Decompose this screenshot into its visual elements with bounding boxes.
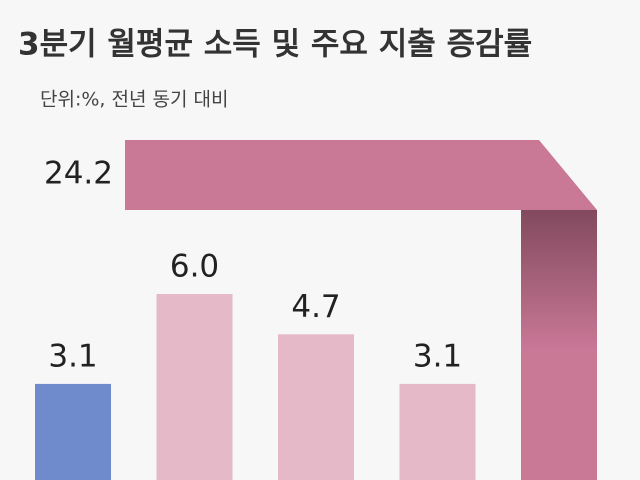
bar: [278, 334, 354, 480]
bar: [125, 140, 597, 480]
value-label: 3.1: [413, 338, 462, 374]
bar-shade: [521, 210, 597, 350]
chart-subtitle: 단위:%, 전년 동기 대비: [40, 89, 228, 111]
bar: [156, 294, 233, 480]
chart-title: 3분기 월평균 소득 및 주요 지출 증감률: [18, 27, 532, 63]
value-label: 6.0: [170, 249, 219, 285]
value-label: 3.1: [48, 338, 97, 374]
value-label: 4.7: [291, 289, 340, 325]
value-label: 24.2: [44, 156, 113, 192]
bar: [35, 383, 111, 480]
bar: [399, 383, 476, 480]
